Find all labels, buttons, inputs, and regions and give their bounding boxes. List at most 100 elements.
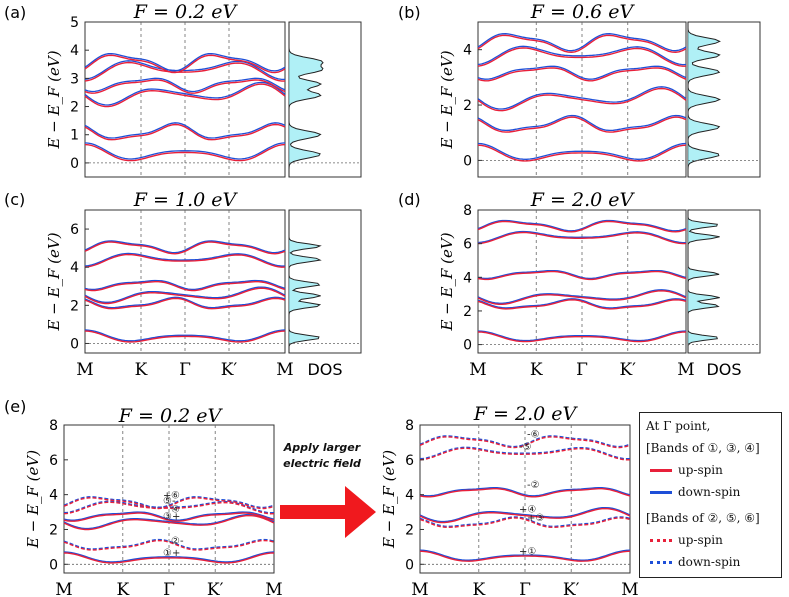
- y-tick-label: 3: [70, 71, 79, 87]
- band-line-down-spin: [419, 516, 631, 527]
- panel-title: F = 1.0 eV: [133, 189, 239, 211]
- band-line-down-spin: [84, 240, 286, 254]
- x-tick-label: M: [265, 580, 282, 597]
- legend-item-dashed-down: down-spin: [650, 555, 740, 569]
- chart-panel-4: 0 2 4 6 8 E − E_F (eV) F = 2.0 eV (d) M K Γ K′ M DOS: [398, 189, 761, 380]
- band-line-down-spin: [84, 81, 286, 106]
- band-line-down-spin: [477, 86, 687, 110]
- band-marker: ⑤-: [163, 496, 176, 507]
- band-line-down-spin: [84, 296, 286, 309]
- x-tick-label: K′: [207, 580, 224, 597]
- band-marker: -⑥: [527, 430, 540, 441]
- y-tick-label: 1: [70, 128, 79, 144]
- dos-fill: [289, 210, 321, 353]
- x-tick-label: K′: [221, 360, 238, 380]
- band-line-down-spin: [477, 33, 687, 52]
- band-marker: -②: [527, 480, 540, 491]
- legend-group1-label: [Bands of ①, ③, ④]: [646, 441, 760, 455]
- dos-fill: [688, 210, 720, 353]
- x-tick-label: Γ: [179, 360, 191, 380]
- y-tick-label: 2: [405, 522, 414, 538]
- band-line-up-spin: [419, 488, 631, 498]
- y-tick-label: 4: [463, 270, 472, 286]
- band-marker: -⑤: [519, 442, 532, 453]
- band-line-down-spin: [84, 252, 285, 267]
- legend-box: At Γ point, [Bands of ①, ③, ④] up-spin d…: [639, 412, 782, 578]
- plot-frame: [84, 21, 286, 178]
- y-tick-label: 0: [70, 336, 79, 352]
- band-marker: ②-: [171, 536, 184, 547]
- y-tick-label: 4: [463, 43, 472, 59]
- y-tick-label: 2: [49, 522, 58, 538]
- y-tick-label: 8: [463, 203, 472, 219]
- dos-curve: [288, 210, 322, 353]
- x-tick-label: K: [530, 360, 543, 380]
- band-line-up-spin: [63, 497, 275, 510]
- chart-panel-3: 0 2 4 6 E − E_F (eV) F = 1.0 eV (c) M K Γ K′ M DOS: [4, 189, 362, 380]
- band-line-down-spin: [477, 289, 687, 304]
- legend-swatch-solid-blue: [650, 491, 672, 494]
- band-line-down-spin: [419, 446, 630, 460]
- band-line-up-spin: [419, 507, 631, 524]
- band-line-up-spin: [84, 297, 286, 310]
- legend-title: At Γ point,: [646, 419, 711, 433]
- x-tick-label: M: [55, 580, 72, 597]
- band-line-down-spin: [63, 500, 274, 514]
- y-axis-label: E − E_F (eV): [438, 232, 456, 331]
- band-line-up-spin: [477, 270, 687, 281]
- band-line-up-spin: [84, 143, 286, 162]
- band-marker: +①: [519, 546, 536, 557]
- band-line-up-spin: [477, 116, 687, 133]
- x-tick-label: M: [411, 580, 428, 597]
- band-line-up-spin: [84, 79, 286, 94]
- band-line-up-spin: [84, 253, 286, 268]
- x-tick-label: Γ: [519, 580, 531, 597]
- band-line-down-spin: [477, 269, 687, 280]
- arrow-caption-line1: Apply larger: [283, 441, 361, 454]
- chart-panel-2: 0 2 4 E − E_F (eV) F = 0.6 eV (b): [398, 1, 761, 178]
- legend-item-dashed-up: up-spin: [650, 533, 723, 547]
- band-line-down-spin: [477, 142, 687, 160]
- band-line-down-spin: [84, 77, 286, 93]
- band-line-down-spin: [84, 286, 286, 303]
- band-line-down-spin: [419, 549, 631, 561]
- band-line-down-spin: [477, 330, 687, 342]
- x-tick-label: M: [621, 580, 638, 597]
- band-line-up-spin: [477, 34, 687, 54]
- y-tick-label: 6: [49, 453, 58, 469]
- panel-title: F = 0.2 eV: [133, 1, 239, 23]
- y-tick-label: 8: [405, 418, 414, 434]
- dos-fill: [688, 22, 720, 177]
- legend-item-solid-up: up-spin: [650, 463, 723, 477]
- y-axis-label: E − E_F (eV): [24, 450, 42, 549]
- y-tick-label: 2: [463, 304, 472, 320]
- y-axis-label: E − E_F (eV): [45, 50, 63, 149]
- band-marker: +: [163, 491, 171, 502]
- band-line-down-spin: [419, 506, 631, 523]
- band-line-down-spin: [84, 52, 286, 72]
- y-tick-label: 4: [49, 488, 58, 504]
- band-line-up-spin: [63, 514, 275, 531]
- panel-title: F = 2.0 eV: [530, 189, 636, 211]
- y-tick-label: 4: [70, 43, 79, 59]
- band-line-down-spin: [84, 142, 286, 160]
- x-tick-label: Γ: [576, 360, 588, 380]
- band-line-up-spin: [84, 241, 286, 255]
- x-tick-label: K′: [619, 360, 636, 380]
- band-line-up-spin: [477, 290, 687, 305]
- legend-down-spin-label-1: down-spin: [678, 485, 741, 499]
- band-line-down-spin: [84, 279, 286, 291]
- panel-label: (d): [398, 190, 421, 209]
- band-marker: ③+: [163, 512, 180, 523]
- y-axis-label: E − E_F (eV): [438, 50, 456, 149]
- band-line-down-spin: [63, 511, 275, 521]
- band-line-up-spin: [477, 87, 687, 112]
- x-tick-label: K: [472, 580, 485, 597]
- y-tick-label: 2: [463, 98, 472, 114]
- y-tick-label: 6: [463, 237, 472, 253]
- y-axis-label: E − E_F (eV): [380, 450, 398, 549]
- y-tick-label: 2: [70, 100, 79, 116]
- dos-curve: [687, 210, 720, 353]
- y-tick-label: 5: [70, 15, 79, 31]
- band-line-down-spin: [63, 551, 275, 563]
